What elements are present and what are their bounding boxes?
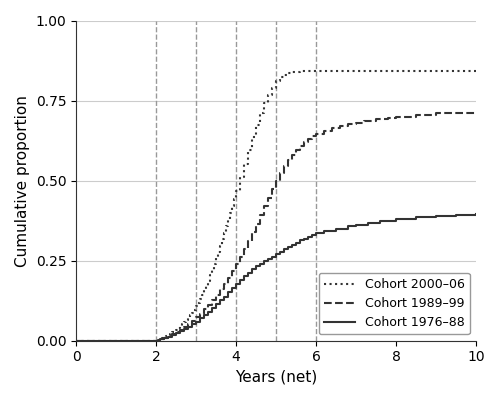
X-axis label: Years (net): Years (net) xyxy=(235,370,317,385)
Y-axis label: Cumulative proportion: Cumulative proportion xyxy=(15,95,30,266)
Legend: Cohort 2000–06, Cohort 1989–99, Cohort 1976–88: Cohort 2000–06, Cohort 1989–99, Cohort 1… xyxy=(319,273,470,334)
